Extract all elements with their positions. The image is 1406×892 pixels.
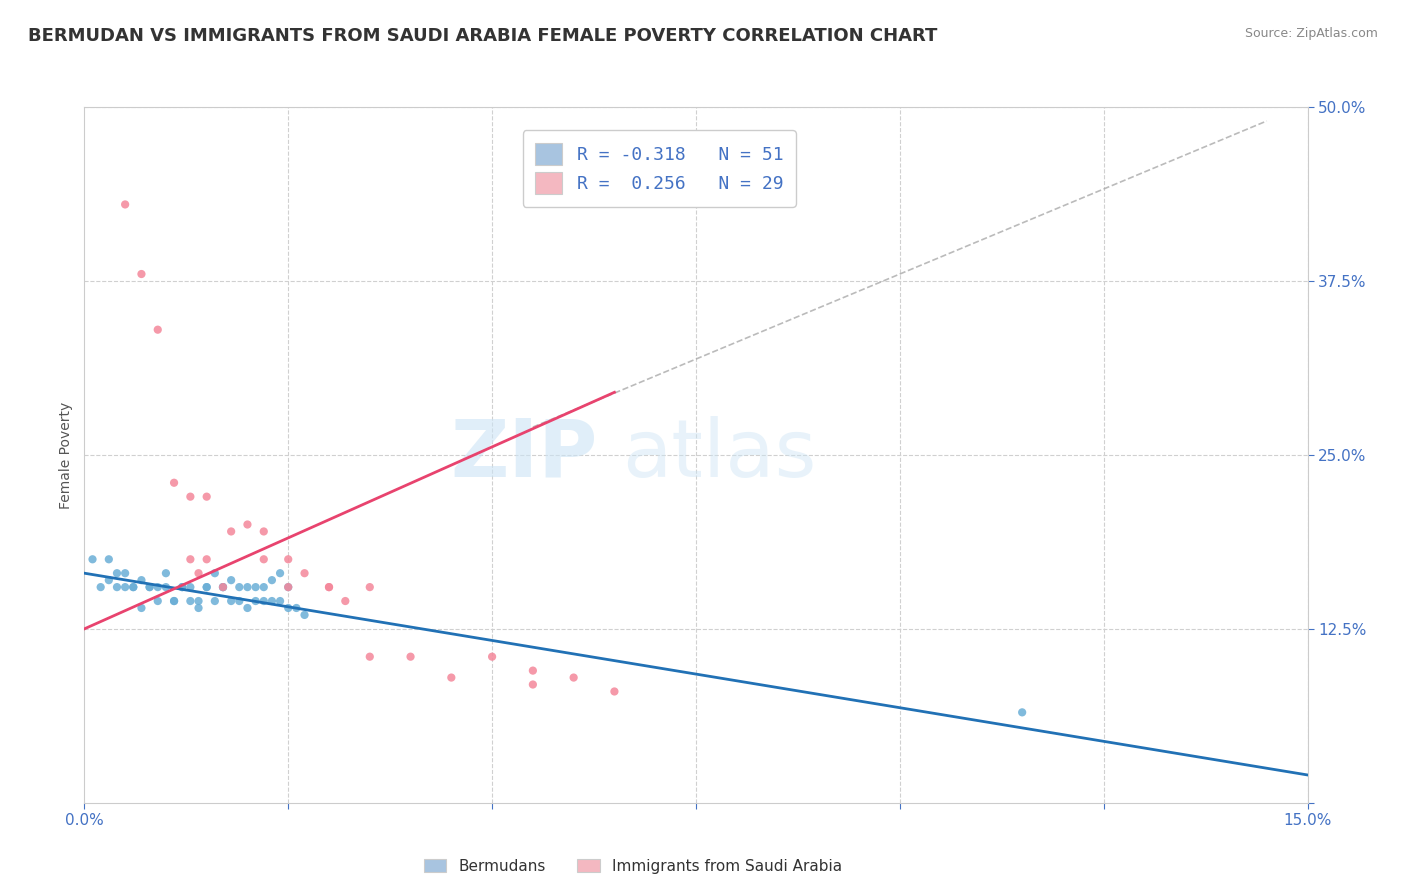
Point (146, 580, 169, 594)
Y-axis label: Female Poverty: Female Poverty (59, 401, 73, 508)
Point (399, 649, 422, 664)
Point (195, 580, 218, 594)
Point (318, 580, 340, 594)
Point (131, 573, 153, 587)
Point (138, 580, 160, 594)
Point (277, 580, 299, 594)
Point (277, 552, 299, 566)
Point (253, 524, 276, 539)
Point (163, 594, 186, 608)
Text: ZIP: ZIP (451, 416, 598, 494)
Point (277, 580, 299, 594)
Point (105, 566, 128, 581)
Point (187, 601, 209, 615)
Point (260, 573, 283, 587)
Point (146, 323, 169, 337)
Point (82, 552, 104, 566)
Point (155, 566, 177, 581)
Point (163, 594, 186, 608)
Point (97, 573, 120, 587)
Point (294, 607, 316, 622)
Point (253, 580, 276, 594)
Point (359, 649, 381, 664)
Point (195, 552, 218, 566)
Legend: R = -0.318   N = 51, R =  0.256   N = 29: R = -0.318 N = 51, R = 0.256 N = 29 (523, 130, 796, 207)
Text: Source: ZipAtlas.com: Source: ZipAtlas.com (1244, 27, 1378, 40)
Point (131, 267, 153, 281)
Point (253, 594, 276, 608)
Point (253, 552, 276, 566)
Point (172, 580, 194, 594)
Point (269, 594, 291, 608)
Point (260, 594, 283, 608)
Point (318, 580, 340, 594)
Point (195, 490, 218, 504)
Point (172, 580, 194, 594)
Point (481, 649, 503, 664)
Point (179, 552, 201, 566)
Point (294, 566, 316, 581)
Point (114, 197, 136, 211)
Point (562, 671, 585, 685)
Point (204, 594, 226, 608)
Point (114, 566, 136, 581)
Point (131, 601, 153, 615)
Point (212, 580, 235, 594)
Point (245, 580, 267, 594)
Point (204, 566, 226, 581)
Point (90, 580, 112, 594)
Point (219, 524, 242, 539)
Point (522, 677, 544, 691)
Point (236, 601, 259, 615)
Point (359, 580, 381, 594)
Point (97, 552, 120, 566)
Point (195, 580, 218, 594)
Point (179, 594, 201, 608)
Point (219, 594, 242, 608)
Point (146, 594, 169, 608)
Point (122, 580, 145, 594)
Point (285, 601, 308, 615)
Point (236, 580, 259, 594)
Point (236, 517, 259, 532)
Point (603, 684, 626, 698)
Point (277, 601, 299, 615)
Point (187, 566, 209, 581)
Point (212, 580, 235, 594)
Point (440, 671, 463, 685)
Point (187, 594, 209, 608)
Point (105, 580, 128, 594)
Point (179, 580, 201, 594)
Point (219, 573, 242, 587)
Point (269, 566, 291, 581)
Point (163, 475, 186, 490)
Point (522, 664, 544, 678)
Point (138, 580, 160, 594)
Text: BERMUDAN VS IMMIGRANTS FROM SAUDI ARABIA FEMALE POVERTY CORRELATION CHART: BERMUDAN VS IMMIGRANTS FROM SAUDI ARABIA… (28, 27, 938, 45)
Point (228, 580, 250, 594)
Point (155, 580, 177, 594)
Point (212, 580, 235, 594)
Point (335, 594, 357, 608)
Legend: Bermudans, Immigrants from Saudi Arabia: Bermudans, Immigrants from Saudi Arabia (418, 853, 848, 880)
Text: atlas: atlas (623, 416, 817, 494)
Point (179, 490, 201, 504)
Point (245, 594, 267, 608)
Point (228, 594, 250, 608)
Point (122, 580, 145, 594)
Point (114, 580, 136, 594)
Point (1011, 706, 1033, 720)
